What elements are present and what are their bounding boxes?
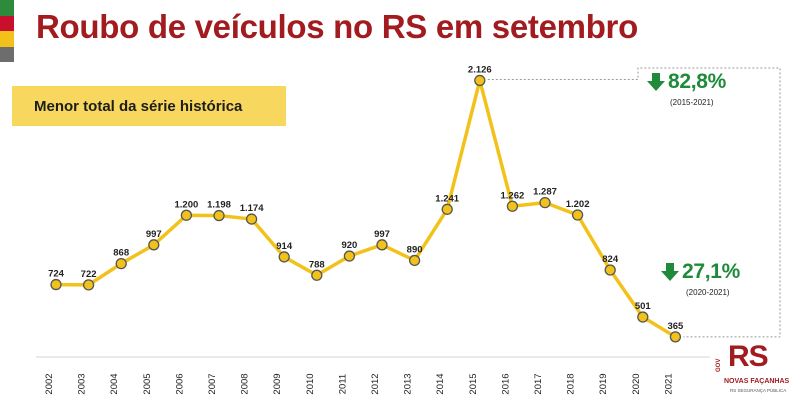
series-markers — [50, 74, 682, 343]
data-point-2016 — [506, 200, 519, 212]
value-label-2012: 997 — [374, 229, 390, 240]
data-point-2019 — [604, 264, 616, 276]
data-point-2020 — [637, 311, 649, 323]
logo-vertical-text: GOV — [716, 358, 722, 372]
data-point-2007 — [213, 209, 225, 222]
x-tick-2007: 2007 — [207, 373, 218, 394]
data-point-2006 — [180, 209, 193, 221]
value-label-2017: 1.287 — [533, 187, 557, 198]
data-point-2002 — [50, 278, 62, 291]
flag-stripe-red — [0, 15, 14, 31]
value-label-2021: 365 — [667, 321, 684, 332]
callout-connector — [487, 67, 781, 338]
value-label-2005: 997 — [146, 229, 162, 240]
x-tick-2012: 2012 — [370, 373, 381, 394]
logo-letters: RS — [728, 340, 769, 373]
data-point-2009 — [278, 251, 290, 263]
series-line — [54, 78, 678, 339]
x-tick-2015: 2015 — [468, 373, 479, 394]
value-label-2019: 824 — [602, 254, 619, 265]
value-label-2016: 1.262 — [501, 190, 525, 201]
callout-yearly-value: 27,1% — [682, 260, 741, 283]
logo-line2: RS SEGURANÇA PÚBLICA — [730, 388, 787, 393]
x-tick-labels: 2002 2003 2004 2005 2006 2007 2008 2009 2010 2011… — [44, 373, 674, 394]
subtitle-text: Menor total da série histórica — [34, 97, 243, 115]
x-tick-2019: 2019 — [598, 373, 609, 394]
value-label-2020: 501 — [635, 301, 652, 312]
x-tick-2003: 2003 — [77, 373, 88, 394]
data-point-2017 — [539, 196, 551, 209]
flag-stripe-gray — [0, 46, 14, 62]
data-point-2013 — [408, 254, 421, 267]
x-tick-2017: 2017 — [533, 373, 544, 394]
x-tick-2006: 2006 — [174, 373, 185, 394]
data-point-2003 — [82, 279, 95, 291]
data-point-2012 — [376, 239, 388, 251]
x-tick-2009: 2009 — [272, 373, 283, 394]
value-label-2011: 920 — [341, 240, 357, 251]
x-tick-2016: 2016 — [500, 373, 511, 394]
x-tick-2014: 2014 — [435, 373, 446, 394]
callout-total-period: (2015-2021) — [670, 98, 714, 107]
flag-stripe-yellow — [0, 31, 14, 47]
flag-stripe-green — [0, 0, 14, 16]
x-tick-2004: 2004 — [109, 373, 120, 394]
value-label-2003: 722 — [81, 269, 97, 280]
callout-yearly-period: (2020-2021) — [686, 288, 730, 297]
data-point-2010 — [311, 269, 323, 281]
value-label-2004: 868 — [113, 248, 129, 259]
highlight-subtitle: Menor total da série histórica — [12, 86, 286, 126]
data-point-2005 — [148, 239, 160, 251]
x-tick-2005: 2005 — [142, 373, 153, 394]
x-tick-2011: 2011 — [337, 374, 348, 394]
value-label-2015: 2.126 — [468, 64, 492, 75]
gov-rs-logo: GOV RS NOVAS FAÇANHAS RS SEGURANÇA PÚBLI… — [716, 340, 792, 404]
x-tick-2008: 2008 — [240, 373, 251, 394]
value-label-2013: 890 — [407, 244, 423, 255]
x-tick-2013: 2013 — [403, 373, 414, 394]
x-tick-2018: 2018 — [566, 373, 577, 394]
x-tick-2002: 2002 — [44, 373, 55, 394]
value-label-2008: 1.174 — [240, 203, 264, 214]
value-label-2014: 1.241 — [435, 193, 459, 204]
flag-strip — [0, 0, 14, 62]
x-tick-2020: 2020 — [631, 373, 642, 394]
x-tick-2021: 2021 — [663, 373, 674, 394]
value-labels: 724 722 868 997 1.200 1.198 1.174 914 788 920 997 8… — [48, 64, 684, 331]
callout-yearly: 27,1% (2020-2021) — [660, 260, 780, 302]
callout-total: 82,8% (2015-2021) — [646, 70, 766, 112]
x-tick-2010: 2010 — [305, 373, 316, 394]
chart-title: Roubo de veículos no RS em setembro — [36, 8, 638, 45]
logo-line1: NOVAS FAÇANHAS — [724, 378, 790, 385]
value-label-2002: 724 — [48, 269, 65, 280]
data-point-2015 — [474, 74, 486, 87]
value-label-2006: 1.200 — [175, 199, 199, 210]
data-point-2021 — [669, 331, 682, 343]
data-point-2018 — [571, 209, 584, 221]
data-point-2011 — [343, 250, 356, 262]
value-label-2010: 788 — [309, 259, 325, 270]
data-point-2008 — [245, 213, 258, 225]
data-point-2004 — [115, 257, 127, 270]
value-label-2007: 1.198 — [207, 200, 231, 211]
callout-total-value: 82,8% — [668, 70, 727, 93]
value-label-2009: 914 — [276, 241, 293, 252]
value-label-2018: 1.202 — [566, 199, 590, 210]
data-point-2014 — [441, 203, 453, 215]
down-arrow-icon — [661, 263, 679, 281]
down-arrow-icon — [647, 73, 665, 91]
